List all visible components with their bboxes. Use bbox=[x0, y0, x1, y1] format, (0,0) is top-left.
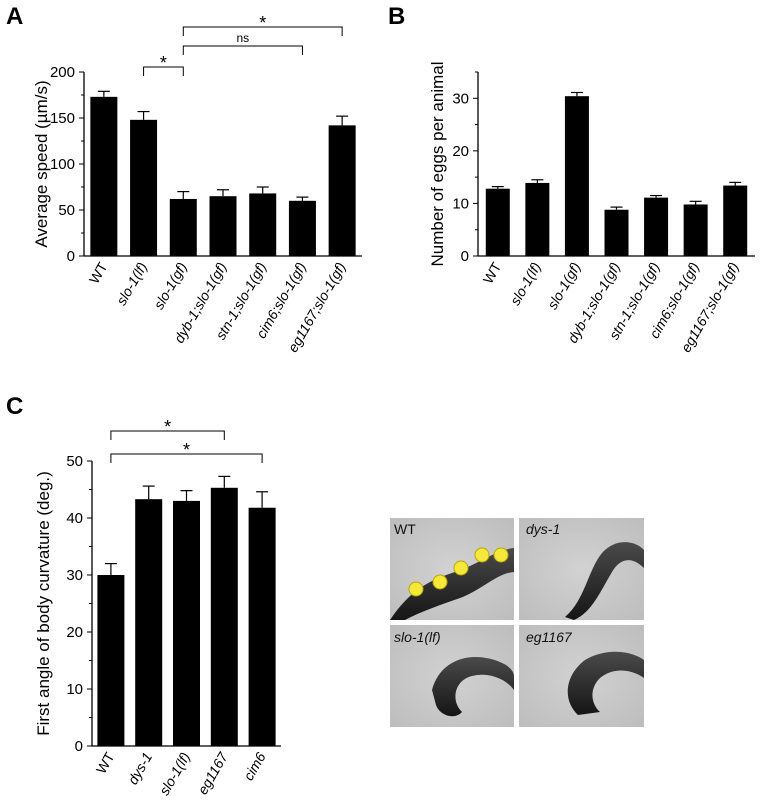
worm-image-dys-1: dys-1 bbox=[519, 518, 644, 620]
bracket-line bbox=[110, 430, 225, 440]
bar-dyb-1-slo-1-gf bbox=[604, 209, 629, 256]
bracket-line bbox=[182, 26, 343, 36]
significance-bracket: ns bbox=[182, 31, 303, 55]
significance-label: ns bbox=[237, 31, 250, 45]
category-label-eg1167: eg1167 bbox=[194, 748, 231, 797]
significance-bracket: * bbox=[110, 440, 263, 463]
chart-c-body-curvature: 0 10 20 30 40 50 First angle of body curvature… bbox=[34, 417, 281, 798]
category-label-cim6: cim6 bbox=[240, 749, 269, 783]
bar-slo-1-lf bbox=[173, 500, 200, 746]
category-label-slo-1-lf: slo-1(lf) bbox=[113, 260, 150, 308]
worm-image-grid: WT dys-1 slo-1(lf) eg1167 bbox=[390, 518, 644, 727]
bar-slo-1-gf bbox=[169, 198, 197, 256]
y-axis-label: Number of eggs per animal bbox=[428, 61, 447, 266]
y-tick-label: 0 bbox=[461, 248, 469, 265]
significance-label: * bbox=[164, 417, 171, 437]
y-axis-label: Average speed (µm/s) bbox=[32, 80, 51, 247]
category-label-slo-1-lf: slo-1(lf) bbox=[156, 750, 193, 798]
y-tick-label: 10 bbox=[452, 195, 469, 212]
y-tick-label: 20 bbox=[452, 143, 469, 160]
bar-cim6-slo-1-gf bbox=[288, 200, 316, 256]
y-tick-label: 150 bbox=[50, 110, 75, 127]
bar-eg1167 bbox=[210, 487, 238, 746]
image-label-eg1167: eg1167 bbox=[526, 629, 573, 645]
curvature-markers bbox=[408, 547, 509, 597]
y-tick-label: 30 bbox=[452, 90, 469, 107]
significance-bracket: * bbox=[143, 53, 184, 76]
y-tick-label: 200 bbox=[50, 64, 75, 81]
image-label-wt: WT bbox=[394, 521, 416, 537]
category-label-slo-1-lf: slo-1(lf) bbox=[507, 260, 544, 308]
category-label-slo-1-gf: slo-1(gf) bbox=[150, 260, 190, 312]
bar-eg1167-slo-1-gf bbox=[328, 125, 356, 256]
y-tick-label: 40 bbox=[66, 510, 83, 527]
bracket-line bbox=[182, 45, 303, 55]
worm-image-eg1167: eg1167 bbox=[519, 625, 644, 727]
y-tick-label: 30 bbox=[66, 567, 83, 584]
bar-slo-1-lf bbox=[130, 119, 158, 256]
worm-image-wt: WT bbox=[390, 518, 514, 620]
worm-image-slo-1-lf: slo-1(lf) bbox=[390, 625, 514, 727]
category-label-wt: WT bbox=[480, 259, 505, 286]
bracket-line bbox=[143, 66, 184, 76]
bar-eg1167-slo-1-gf bbox=[723, 185, 748, 256]
bar-slo-1-gf bbox=[564, 96, 589, 256]
significance-label: * bbox=[183, 440, 190, 460]
y-tick-label: 50 bbox=[58, 202, 75, 219]
panel-letter-b: B bbox=[388, 3, 405, 30]
category-label-wt: WT bbox=[86, 259, 111, 286]
significance-bracket: * bbox=[110, 417, 225, 440]
bar-cim6 bbox=[248, 507, 276, 746]
bar-wt bbox=[485, 188, 510, 256]
panel-letter-c: C bbox=[6, 393, 23, 420]
bar-stn-1-slo-1-gf bbox=[644, 197, 669, 256]
y-axis-label: First angle of body curvature (deg.) bbox=[34, 471, 53, 736]
image-label-dys-1: dys-1 bbox=[526, 521, 560, 537]
bracket-line bbox=[110, 453, 263, 463]
bar-cim6-slo-1-gf bbox=[683, 204, 708, 256]
y-tick-label: 10 bbox=[66, 681, 83, 698]
significance-bracket: * bbox=[182, 13, 343, 36]
significance-label: * bbox=[259, 13, 266, 33]
category-label-wt: WT bbox=[93, 749, 118, 776]
bar-stn-1-slo-1-gf bbox=[249, 193, 277, 256]
panel-letter-a: A bbox=[6, 3, 23, 30]
y-tick-label: 0 bbox=[67, 248, 75, 265]
y-tick-label: 20 bbox=[66, 624, 83, 641]
category-label-slo-1-gf: slo-1(gf) bbox=[544, 260, 584, 312]
bar-slo-1-lf bbox=[525, 182, 550, 256]
significance-label: * bbox=[160, 53, 167, 73]
bar-wt bbox=[97, 575, 125, 746]
y-tick-label: 0 bbox=[75, 738, 83, 755]
bar-dyb-1-slo-1-gf bbox=[209, 196, 237, 256]
y-tick-label: 50 bbox=[66, 453, 83, 470]
bar-dys-1 bbox=[135, 499, 163, 746]
image-label-slo-1-lf: slo-1(lf) bbox=[394, 629, 441, 645]
y-tick-label: 100 bbox=[50, 156, 75, 173]
bar-wt bbox=[90, 96, 118, 256]
category-label-dys-1: dys-1 bbox=[124, 750, 155, 788]
